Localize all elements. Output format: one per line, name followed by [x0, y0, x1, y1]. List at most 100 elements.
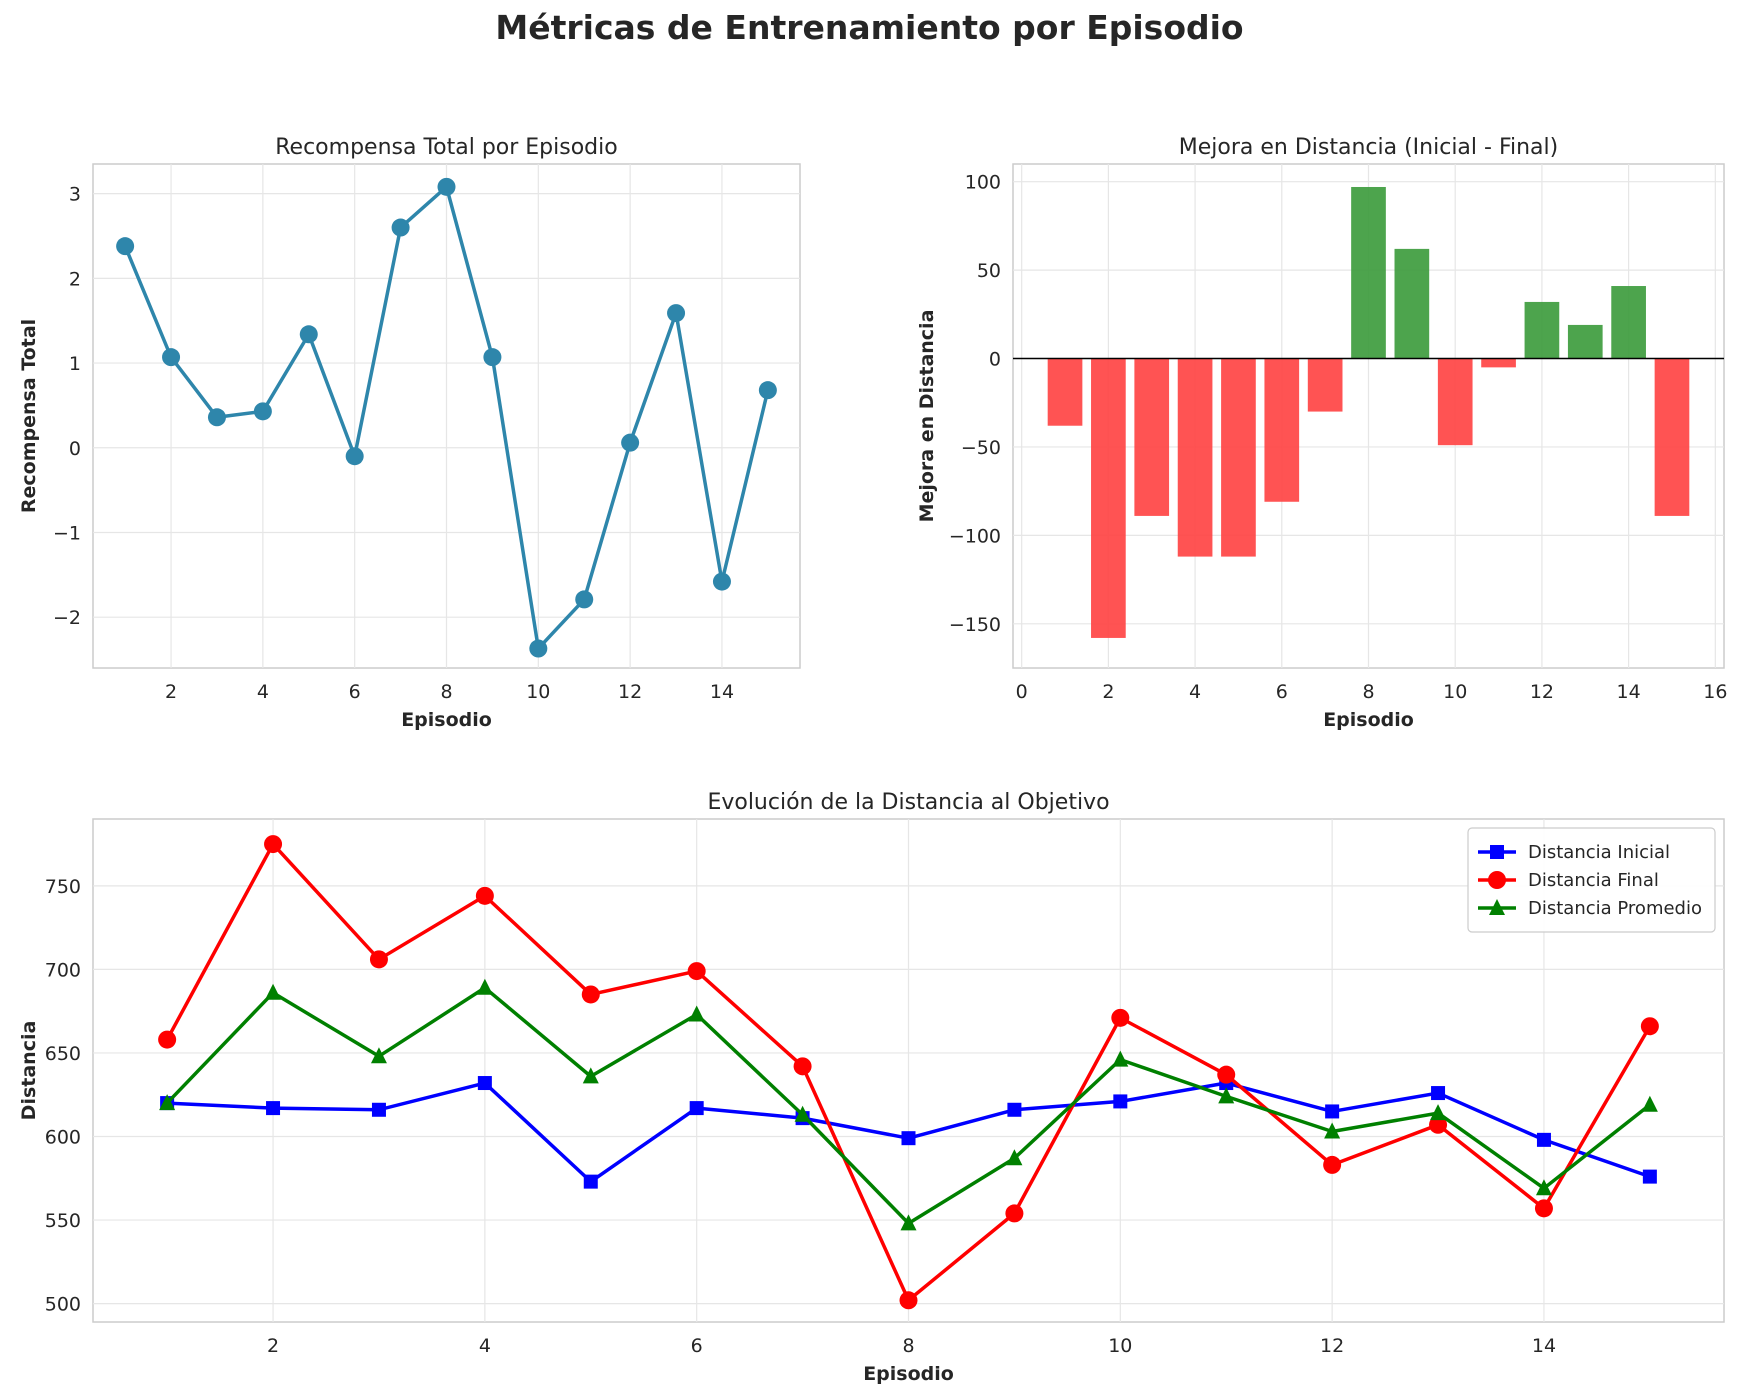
bar [1481, 358, 1516, 368]
bar [1567, 324, 1603, 359]
bar [1394, 248, 1430, 359]
data-point [575, 590, 594, 609]
data-point [712, 572, 731, 591]
x-tick-label: 12 [1530, 681, 1554, 703]
data-point [345, 447, 364, 466]
data-point [391, 218, 410, 237]
x-tick-label: 12 [618, 681, 642, 703]
data-point [1217, 1065, 1236, 1084]
x-tick-label: 10 [1443, 681, 1467, 703]
chart-2: 0 2 4 6 8 10 12 14 16 −150 −100 −50 0 50 100 Mejora en … [916, 135, 1727, 731]
x-tick-label: 4 [257, 681, 269, 703]
x-tick-label: 6 [349, 681, 361, 703]
y-tick-label: −150 [949, 614, 1001, 636]
x-tick-label: 14 [1532, 1335, 1556, 1357]
x-tick-label: 12 [1320, 1335, 1344, 1357]
x-axis-label: Episodio [863, 1363, 954, 1385]
x-tick-label: 16 [1703, 681, 1727, 703]
data-point [1006, 1149, 1023, 1166]
data-point [1007, 1102, 1022, 1117]
y-axis-label: Recompensa Total [18, 319, 40, 513]
data-point [758, 381, 777, 400]
figure-title: Métricas de Entrenamiento por Episodio [495, 8, 1244, 47]
data-point [207, 408, 226, 427]
data-point [1536, 1132, 1551, 1147]
y-tick-label: 600 [45, 1127, 81, 1149]
data-point [1534, 1199, 1553, 1218]
bar [1264, 358, 1300, 502]
x-tick-label: 8 [440, 681, 452, 703]
data-point [529, 639, 548, 658]
data-point [1431, 1086, 1446, 1101]
chart-title: Mejora en Distancia (Inicial - Final) [1179, 135, 1558, 160]
data-point [1640, 1017, 1659, 1036]
bar [1611, 286, 1646, 359]
data-point [793, 1057, 812, 1076]
x-tick-label: 2 [165, 681, 177, 703]
y-tick-label: 650 [45, 1043, 81, 1065]
data-point [1113, 1094, 1128, 1109]
x-tick-label: 14 [710, 681, 734, 703]
bar [1134, 358, 1170, 516]
y-tick-label: −1 [53, 522, 81, 544]
data-point [299, 325, 318, 344]
x-tick-label: 4 [1189, 681, 1201, 703]
data-point [1323, 1155, 1342, 1174]
y-axis-label: Distancia [18, 1021, 40, 1121]
data-point [1535, 1179, 1552, 1196]
data-point [1429, 1115, 1448, 1134]
chart-3: 2 4 6 8 10 12 14 500 550 600 650 700 750 Evolución de… [18, 790, 1725, 1385]
data-point [371, 1102, 386, 1117]
data-point [1325, 1104, 1340, 1119]
y-tick-label: 750 [45, 876, 81, 898]
legend: Distancia Inicial Distancia Final Distanci… [1467, 827, 1716, 933]
y-tick-label: −50 [961, 437, 1001, 459]
data-point [899, 1291, 918, 1310]
legend-label: Distancia Final [1528, 870, 1659, 891]
bar [1091, 358, 1126, 638]
data-point [667, 304, 686, 323]
data-point [900, 1214, 917, 1231]
x-tick-label: 8 [902, 1335, 914, 1357]
legend-label: Distancia Promedio [1528, 898, 1702, 919]
bar [1437, 358, 1473, 446]
data-point [475, 886, 494, 905]
data-point [1642, 1169, 1657, 1184]
data-point [1324, 1122, 1341, 1139]
bar [1047, 358, 1083, 426]
data-point [1218, 1087, 1235, 1104]
data-point [689, 1101, 704, 1116]
y-tick-label: 100 [965, 172, 1001, 194]
data-point [901, 1131, 916, 1146]
data-point [581, 985, 600, 1004]
data-point [370, 1047, 387, 1064]
data-point [688, 1005, 705, 1022]
data-point [158, 1030, 177, 1049]
x-tick-label: 6 [691, 1335, 703, 1357]
x-tick-label: 6 [1276, 681, 1288, 703]
x-tick-label: 0 [1016, 681, 1028, 703]
data-point [1430, 1104, 1447, 1121]
y-tick-label: 0 [989, 349, 1001, 371]
bar [1177, 358, 1213, 557]
data-point [1005, 1204, 1024, 1223]
bar [1221, 358, 1256, 557]
bar [1351, 186, 1386, 359]
x-axis-label: Episodio [1323, 709, 1414, 731]
y-tick-label: 2 [69, 268, 81, 290]
chart-title: Recompensa Total por Episodio [275, 135, 617, 160]
legend-marker [1488, 871, 1506, 889]
data-point [369, 950, 388, 969]
data-point [162, 348, 181, 367]
y-axis-label: Mejora en Distancia [916, 310, 938, 523]
legend-label: Distancia Inicial [1528, 842, 1670, 863]
chart-title: Evolución de la Distancia al Objetivo [707, 790, 1109, 815]
y-tick-label: 0 [69, 438, 81, 460]
data-point [476, 978, 493, 995]
legend-box [1467, 827, 1716, 933]
legend-marker [1490, 845, 1504, 859]
data-point [582, 1067, 599, 1084]
bar [1654, 358, 1690, 516]
